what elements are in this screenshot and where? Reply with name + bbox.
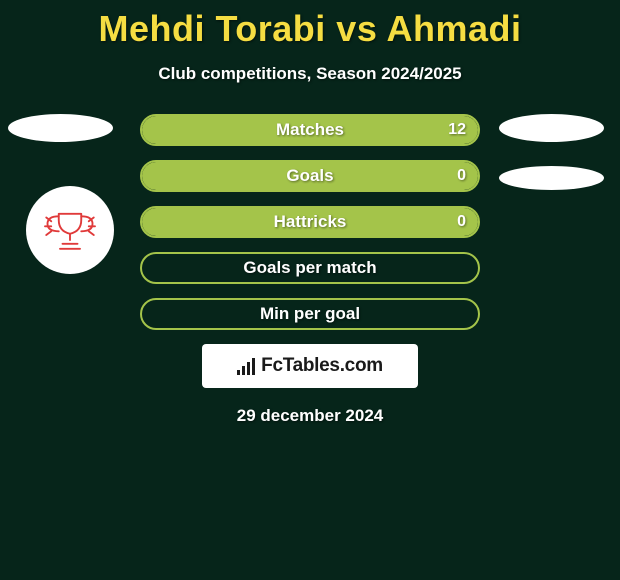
footer-date: 29 december 2024: [0, 406, 620, 426]
trophy-icon: [38, 205, 102, 255]
player-right-placeholder-1: [499, 114, 604, 142]
player-left-placeholder: [8, 114, 113, 142]
stat-label: Min per goal: [142, 300, 478, 328]
stat-row: Hattricks0: [140, 206, 480, 238]
stats-rows: Matches12Goals0Hattricks0Goals per match…: [140, 114, 480, 330]
stat-row: Min per goal: [140, 298, 480, 330]
stat-label: Matches: [142, 116, 478, 144]
stat-row: Goals0: [140, 160, 480, 192]
fctables-logo: FcTables.com: [202, 344, 418, 388]
logo-text: FcTables.com: [261, 355, 383, 377]
bars-icon: [237, 357, 255, 375]
stat-row: Matches12: [140, 114, 480, 146]
stat-value: 12: [448, 116, 466, 144]
stat-label: Goals: [142, 162, 478, 190]
stat-row: Goals per match: [140, 252, 480, 284]
club-crest: [26, 186, 114, 274]
page-title: Mehdi Torabi vs Ahmadi: [0, 0, 620, 50]
stat-label: Goals per match: [142, 254, 478, 282]
comparison-panel: Matches12Goals0Hattricks0Goals per match…: [0, 114, 620, 426]
page-subtitle: Club competitions, Season 2024/2025: [0, 64, 620, 84]
stat-value: 0: [457, 162, 466, 190]
stat-value: 0: [457, 208, 466, 236]
player-right-placeholder-2: [499, 166, 604, 190]
stat-label: Hattricks: [142, 208, 478, 236]
